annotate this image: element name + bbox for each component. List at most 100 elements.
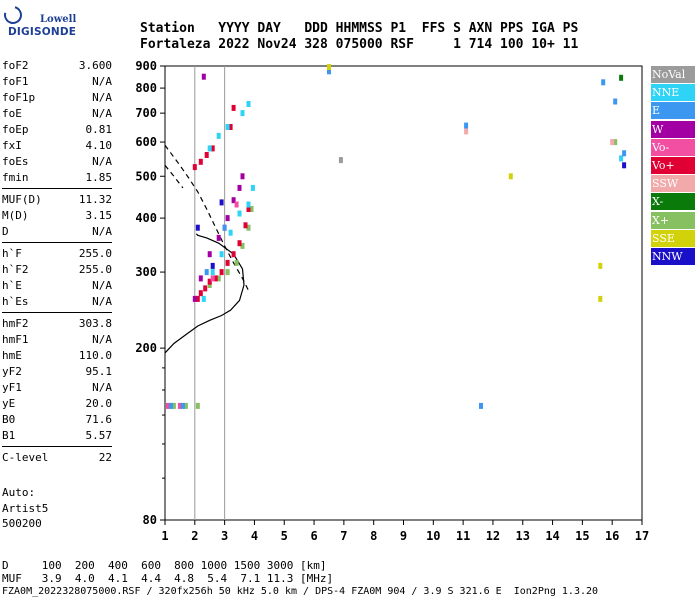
param-key: foE [2,107,22,120]
param-value: N/A [92,295,112,308]
echo-point-e [180,402,185,409]
echo-point-vo- [225,259,230,266]
echo-point-x- [225,269,230,276]
echo-point-nne [219,251,224,258]
param-value: N/A [92,279,112,292]
param-row: foF1 N/A [2,74,112,90]
param-key: foF2 [2,59,29,72]
echo-point-vo- [192,164,197,171]
param-value: N/A [92,107,112,120]
param-key: h`E [2,279,22,292]
param-key: foEs [2,155,29,168]
param-separator [2,312,112,313]
x-tick-label: 17 [635,529,649,543]
y-tick-label: 600 [135,135,157,149]
echo-point-sse [598,295,603,302]
echo-point-nne [225,124,230,130]
echo-point-nnw [622,162,627,169]
echo-point-nne [228,229,233,236]
echo-point-e [601,79,606,86]
legend-item-sse: SSE [651,229,695,247]
echo-point-w [216,234,221,241]
auto-version: 500200 [2,517,42,530]
param-key: fmin [2,171,29,184]
x-tick-label: 9 [400,529,407,543]
x-tick-label: 3 [221,529,228,543]
param-value: 5.57 [85,429,113,442]
echo-point-nne [216,132,221,139]
legend-item-ssw: SSW [651,175,695,193]
x-tick-label: 16 [605,529,619,543]
echo-point-nne [201,295,206,302]
echo-point-e [327,68,331,75]
logo-top-text: Lowell [40,14,77,25]
echo-point-w [192,295,197,302]
param-value: 22 [98,451,112,464]
echo-point-x- [207,282,212,288]
echo-point-w [237,184,242,191]
echo-point-w [231,197,236,204]
echo-point-vo- [231,104,236,111]
legend-item-w: W [651,120,695,138]
param-row: foF1p N/A [2,90,112,106]
echo-point-w [240,173,245,180]
echo-point-w [225,215,230,222]
echo-point-nne [210,269,215,276]
echo-point-vo- [246,206,251,212]
param-key: B0 [2,413,16,426]
echo-point-vo- [203,285,208,292]
echo-point-nne [246,101,251,107]
param-row: C-level 22 [2,450,112,466]
param-key: B1 [2,429,16,442]
param-row: h`E N/A [2,278,112,294]
x-tick-label: 15 [575,529,589,543]
legend-item-noval: NoVal [651,66,695,83]
echo-point-x- [619,74,624,81]
param-row: B1 5.57 [2,428,112,444]
param-value: 255.0 [78,263,112,276]
param-key: fxI [2,139,22,152]
echo-point-vo- [219,269,224,276]
param-key: hmE [2,349,22,362]
echo-point-vo- [207,278,212,285]
y-tick-label: 200 [135,341,157,355]
param-row: M(D) 3.15 [2,208,112,224]
param-value: 110.0 [78,349,112,362]
y-tick-label: 900 [135,59,157,73]
param-value: 255.0 [78,247,112,260]
param-value: 20.0 [85,397,113,410]
auto-program: Artist5 [2,501,49,515]
param-value: N/A [92,155,112,168]
echo-point-vo- [210,145,215,152]
param-row: foEs N/A [2,154,112,170]
echo-point-sse [508,173,513,180]
param-row: B0 71.6 [2,412,112,428]
param-value: 4.10 [85,139,113,152]
echo-point-x- [195,402,200,409]
echo-point-nne [240,110,245,117]
echo-point-nnw [210,262,215,269]
echo-point-vo- [234,201,239,208]
echo-point-x- [246,224,251,231]
profile-dashed-short-line [164,164,184,189]
echo-point-vo- [177,402,182,409]
echo-point-vo- [237,240,242,247]
echo-point-x- [183,402,188,409]
param-row: D N/A [2,224,112,240]
plot-frame [164,65,643,521]
param-key: yE [2,397,16,410]
echo-point-e [464,122,469,129]
lowell-digisonde-logo: Lowell DIGISONDE [0,2,90,38]
echo-point-x- [171,402,176,409]
param-separator [2,188,112,189]
param-value: 1.85 [85,171,113,184]
echo-point-w [207,251,212,258]
echo-point-vo- [198,290,203,297]
polarization-legend: NoVal NNE E W Vo- Vo+ SSW X- X+ SSE NNW [651,66,695,266]
echo-point-vo- [210,275,215,282]
echo-point-w [201,73,206,80]
param-row: hmF1 N/A [2,332,112,348]
echo-point-nnw [195,224,200,231]
echo-point-x- [240,242,245,249]
echo-point-ssw [610,139,615,146]
